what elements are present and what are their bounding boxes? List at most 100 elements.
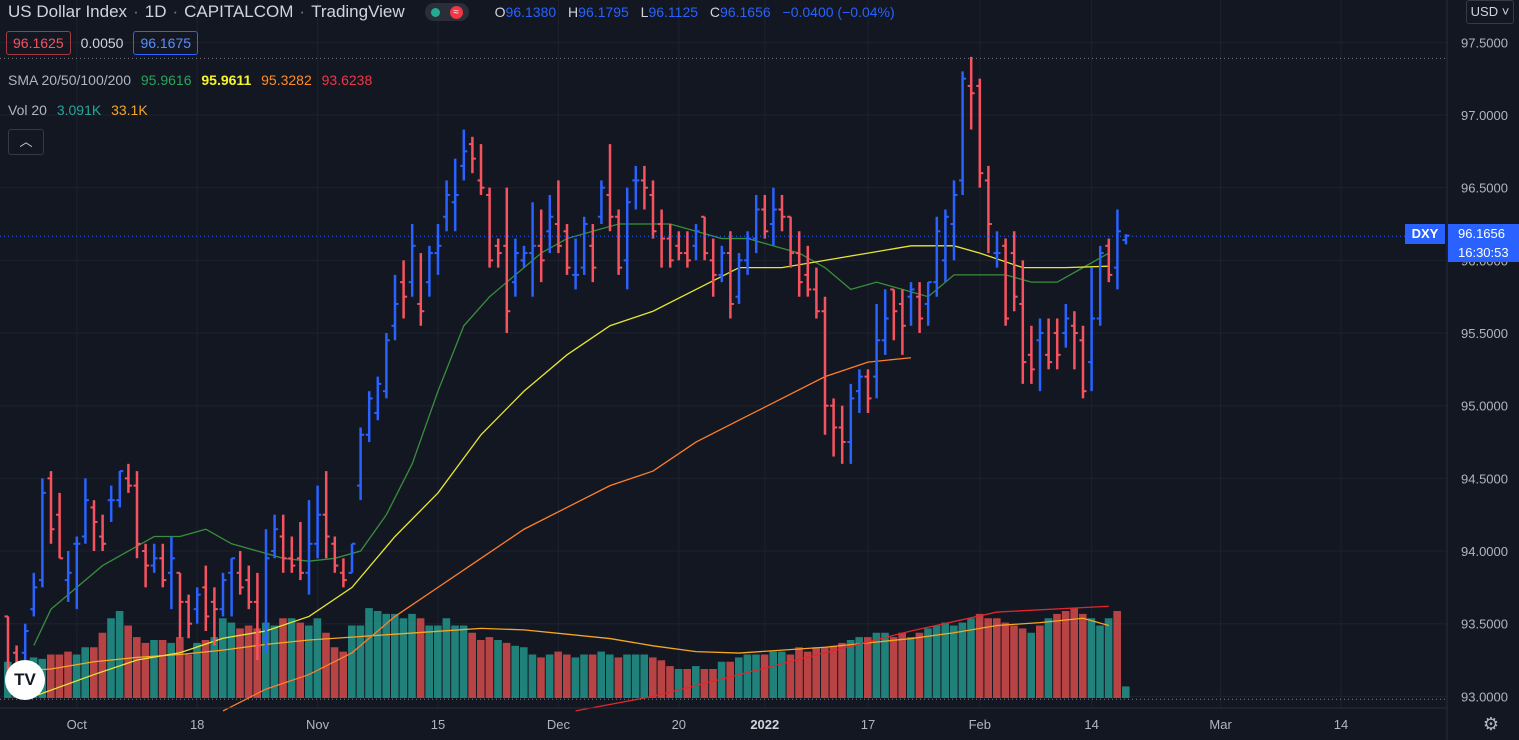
ohlc-bar (554, 180, 562, 254)
volume-bar (683, 669, 691, 698)
volume-bar (468, 632, 476, 698)
volume-bar (305, 625, 313, 698)
ohlc-bar (314, 485, 322, 559)
volume-ma-polyline (7, 617, 1109, 673)
ohlc-bar (1113, 209, 1121, 290)
ohlc-bar (1070, 311, 1078, 370)
volume-bar (330, 647, 339, 698)
volume-bar (133, 637, 141, 698)
ohlc-bar (718, 245, 726, 283)
volume-bar (829, 645, 838, 698)
ohlc-bar (142, 543, 150, 588)
volume-bar (90, 647, 98, 698)
volume-bar (1104, 618, 1113, 698)
wave-icon: ≈ (449, 5, 463, 19)
ohlc-bar (425, 245, 433, 297)
ohlc-bar (1002, 238, 1010, 326)
trade-row: 96.1625 0.0050 96.1675 (6, 31, 199, 55)
sma200-value: 93.6238 (321, 72, 373, 88)
x-tick-label: 17 (861, 717, 875, 732)
ohlc-bar (468, 136, 476, 174)
low-label: L (640, 4, 649, 20)
y-tick-label: 95.5000 (1461, 326, 1508, 341)
ohlc-bar (296, 521, 304, 581)
sma-legend[interactable]: SMA 20/50/100/200 95.9616 95.9611 95.328… (8, 72, 378, 88)
currency-selector[interactable]: USD ˅ (1466, 0, 1514, 24)
volume-bar (958, 622, 967, 698)
ohlc-bar (486, 187, 494, 268)
tradingview-logo[interactable]: TV (5, 660, 45, 700)
sma20-value: 95.9616 (140, 72, 192, 88)
tradingview-logo-text: TV (14, 670, 36, 689)
ohlc-bar (434, 224, 442, 275)
ohlc-bar (804, 245, 812, 297)
volume-bar (244, 625, 253, 698)
collapse-legend-button[interactable]: ︿ (8, 129, 44, 155)
ohlc-bar (451, 158, 459, 232)
x-axis-ticks[interactable]: Oct 18 Nov 15 Dec 20 2022 17 Feb 14 Mar 14 (67, 717, 1349, 732)
volume-bar (752, 654, 760, 698)
x-tick-label: 14 (1084, 717, 1098, 732)
ohlc-bar (924, 281, 932, 326)
volume-bar (975, 613, 984, 698)
chart-header: US Dollar Index · 1D · CAPITALCOM · Trad… (8, 2, 895, 22)
volume-bar (511, 645, 519, 698)
ohlc-bar (726, 231, 734, 319)
ohlc-bar (890, 288, 898, 341)
volume-bar (846, 640, 855, 698)
ohlc-bar (606, 144, 614, 232)
sell-button[interactable]: 96.1625 (6, 31, 71, 55)
market-status[interactable]: ≈ (424, 3, 469, 21)
header-separator: · (133, 2, 139, 21)
ohlc-bar (400, 260, 408, 319)
volume-bar (726, 661, 734, 698)
volume-bar (236, 628, 244, 698)
chevron-up-icon: ︿ (19, 134, 33, 149)
ohlc-bar (1053, 318, 1061, 370)
y-tick-label: 97.0000 (1461, 108, 1508, 123)
ohlc-values: O96.1380 H96.1795 L96.1125 C96.1656 −0.0… (495, 4, 895, 20)
ohlc-bar (288, 536, 296, 573)
volume-bar (296, 622, 304, 698)
ohlc-bar (658, 209, 666, 268)
volume-bar (855, 637, 863, 698)
volume-bar (623, 654, 631, 698)
volume-bar (365, 608, 373, 698)
volume-bar (666, 666, 674, 698)
volume-bar (1061, 611, 1070, 698)
ohlc-bar (391, 274, 399, 341)
volume-bar (193, 642, 201, 698)
ohlc-bar (529, 202, 537, 297)
volume-bar (1010, 625, 1018, 698)
volume-bar (743, 654, 752, 698)
x-tick-label: Dec (547, 717, 571, 732)
market-open-dot-icon (430, 7, 440, 17)
platform: TradingView (311, 2, 405, 21)
volume-legend[interactable]: Vol 20 3.091K 33.1K (8, 102, 154, 118)
volume-bar (416, 618, 425, 698)
volume-bar (485, 637, 494, 698)
ohlc-bar (202, 565, 210, 631)
ohlc-bar (916, 282, 924, 334)
interval[interactable]: 1D (144, 2, 167, 21)
volume-bar (141, 642, 150, 698)
last-price-label: 96.1656 16:30:53 (1448, 224, 1519, 262)
ohlc-bar (56, 492, 64, 560)
ohlc-bar (38, 478, 46, 588)
volume-bar (184, 654, 193, 698)
symbol-name[interactable]: US Dollar Index (8, 2, 128, 21)
volume-bar (348, 625, 356, 698)
volume-bar (47, 654, 55, 698)
volume-bar (425, 625, 433, 698)
volume-bar (391, 613, 399, 698)
ohlc-bar (228, 557, 236, 617)
header-separator: · (172, 2, 179, 21)
gear-icon[interactable]: ⚙ (1482, 714, 1499, 734)
volume-bar (477, 640, 485, 698)
buy-button[interactable]: 96.1675 (133, 31, 199, 55)
ohlc-bar (477, 144, 485, 195)
x-tick-label: Oct (67, 717, 88, 732)
ohlc-bar (950, 180, 958, 261)
